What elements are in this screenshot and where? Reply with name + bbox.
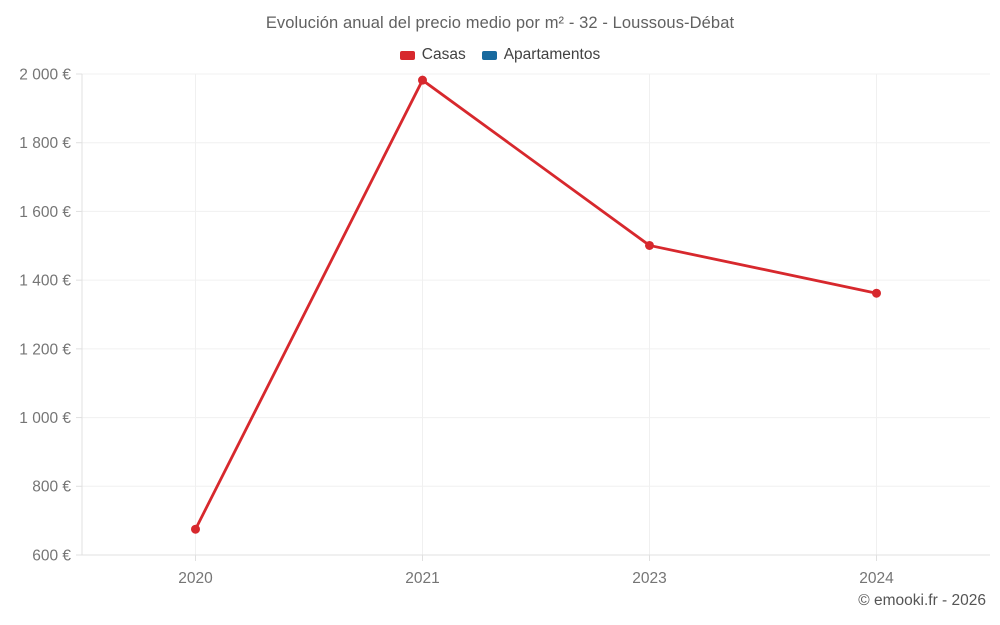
data-point-casas-2021[interactable] [418,75,427,85]
data-point-casas-2023[interactable] [645,240,654,250]
legend-item-casas[interactable]: Casas [399,46,466,64]
x-tick-label: 2020 [178,570,213,587]
legend-label-apartamentos: Apartamentos [503,46,601,63]
data-point-casas-2024[interactable] [872,288,881,298]
x-tick-label: 2021 [405,570,439,587]
y-tick-label: 800 € [32,479,71,496]
apartamentos-legend-swatch-icon [481,50,497,60]
chart-title: Evolución anual del precio medio por m² … [265,14,735,32]
y-tick-label: 600 € [32,547,71,564]
chart-legend: Casas Apartamentos [0,46,1000,64]
legend-label-casas: Casas [421,46,466,63]
data-point-casas-2020[interactable] [191,524,200,534]
y-tick-label: 1 000 € [19,410,71,427]
casas-legend-swatch-icon [399,50,415,60]
y-tick-label: 1 200 € [19,341,71,358]
attribution-text: © emooki.fr - 2026 [858,592,986,609]
x-tick-label: 2023 [632,570,666,587]
x-tick-label: 2024 [859,570,894,587]
y-tick-label: 1 400 € [19,273,71,290]
y-tick-label: 1 600 € [19,204,71,221]
y-tick-label: 2 000 € [19,66,71,83]
legend-item-apartamentos[interactable]: Apartamentos [481,46,601,64]
series-line-casas [194,78,878,531]
y-tick-label: 1 800 € [19,135,71,152]
